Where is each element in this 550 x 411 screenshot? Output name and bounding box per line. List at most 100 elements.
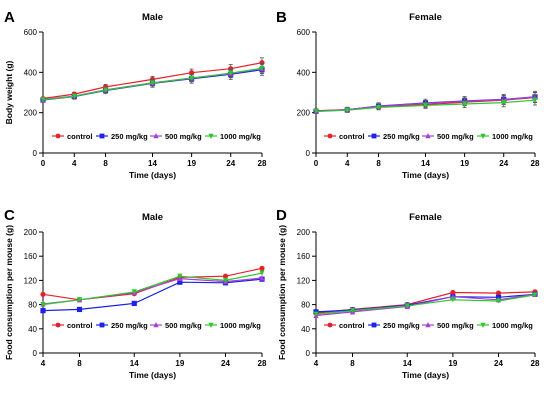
data-point [259, 265, 265, 271]
x-tick-label: 4 [345, 159, 350, 168]
data-point [313, 108, 319, 115]
x-tick-label: 14 [130, 359, 139, 368]
legend-marker [153, 322, 159, 328]
legend-marker [327, 133, 333, 139]
series-1000 [40, 270, 265, 308]
data-point [532, 292, 538, 298]
legend-label: 250 mg/kg [111, 132, 148, 141]
x-tick-label: 8 [376, 159, 381, 168]
data-point [259, 270, 265, 276]
data-point [495, 290, 502, 296]
data-point [375, 104, 382, 111]
legend-marker [480, 133, 486, 139]
x-tick-label: 24 [494, 359, 503, 368]
y-tick-label: 40 [301, 325, 310, 334]
x-tick-label: 4 [41, 359, 46, 368]
data-point [149, 80, 156, 86]
legend: control 250 mg/kg 500 mg/kg 1000 mg/kg [52, 132, 261, 141]
legend-label: 250 mg/kg [383, 321, 420, 330]
x-tick-label: 28 [531, 359, 540, 368]
data-point [404, 303, 410, 309]
x-tick-label: 28 [258, 359, 267, 368]
y-tick-label: 200 [24, 228, 38, 237]
data-point [313, 311, 319, 317]
data-point [422, 102, 429, 109]
legend-marker [425, 322, 431, 328]
data-point [76, 306, 83, 313]
data-point [501, 99, 507, 106]
legend-marker [425, 133, 431, 139]
data-point [189, 75, 195, 81]
data-point [40, 97, 46, 103]
x-axis-label: Time (days) [129, 370, 176, 380]
legend-marker [55, 133, 61, 139]
legend-label: 1000 mg/kg [220, 321, 261, 330]
panel-b: B Female 0 200 400 600 0 4 8 14 19 24 28 Time (days) c… [276, 9, 540, 180]
legend: control 250 mg/kg 500 mg/kg 1000 mg/kg [324, 132, 533, 141]
data-point [131, 289, 137, 295]
panel-letter: A [4, 9, 15, 26]
y-tick-label: 200 [24, 109, 38, 118]
legend-marker [99, 133, 105, 139]
legend-marker [153, 133, 159, 139]
legend-marker [208, 322, 214, 328]
x-axis-label: Time (days) [129, 170, 176, 180]
legend-label: 1000 mg/kg [492, 132, 533, 141]
data-point [177, 273, 183, 279]
legend-marker [371, 322, 377, 328]
legend-marker [371, 133, 377, 139]
x-tick-label: 8 [77, 359, 82, 368]
series-line [315, 294, 536, 315]
legend-label: 500 mg/kg [437, 321, 474, 330]
legend-label: control [339, 321, 364, 330]
x-tick-label: 0 [41, 159, 46, 168]
y-tick-label: 0 [33, 149, 38, 158]
x-tick-label: 0 [314, 159, 319, 168]
y-tick-label: 600 [24, 28, 38, 37]
panel-d: D Female 0 40 80 120 160 200 4 8 14 19 24 28 Time (day… [276, 207, 540, 380]
y-tick-label: 200 [297, 109, 311, 118]
legend-label: 500 mg/kg [437, 132, 474, 141]
legend-label: 250 mg/kg [111, 321, 148, 330]
data-point [532, 97, 538, 103]
panel-letter: C [4, 207, 15, 224]
legend-label: 250 mg/kg [383, 132, 420, 141]
legend-label: control [339, 132, 364, 141]
data-point [228, 70, 234, 76]
x-tick-label: 19 [448, 359, 457, 368]
y-tick-label: 120 [297, 276, 311, 285]
legend-marker [327, 322, 333, 328]
data-point [177, 279, 183, 285]
y-tick-label: 600 [297, 28, 311, 37]
chart-title: Male [142, 12, 163, 23]
x-tick-label: 19 [175, 359, 184, 368]
series-250 [40, 276, 265, 314]
data-point [450, 297, 456, 303]
x-axis-label: Time (days) [402, 170, 449, 180]
data-point [40, 308, 46, 314]
x-tick-label: 24 [226, 159, 235, 168]
legend-label: 1000 mg/kg [492, 321, 533, 330]
panel-letter: D [276, 207, 287, 224]
x-tick-label: 19 [187, 159, 196, 168]
x-tick-label: 14 [148, 159, 157, 168]
legend-label: control [67, 321, 92, 330]
legend-label: 500 mg/kg [165, 132, 202, 141]
data-point [495, 298, 502, 304]
data-point [259, 65, 265, 71]
x-tick-label: 8 [103, 159, 108, 168]
series-line [42, 278, 263, 312]
panel-letter: B [276, 9, 287, 26]
y-tick-label: 0 [306, 149, 311, 158]
data-point [71, 93, 77, 99]
x-tick-label: 28 [258, 159, 267, 168]
y-axis-label: Food consumption per mouse (g) [4, 225, 14, 360]
y-tick-label: 0 [33, 349, 38, 358]
y-axis-label: Body weight (g) [4, 60, 14, 124]
data-point [349, 308, 356, 314]
x-tick-label: 28 [531, 159, 540, 168]
y-tick-label: 400 [297, 68, 311, 77]
x-axis-label: Time (days) [402, 370, 449, 380]
data-point [450, 289, 456, 296]
